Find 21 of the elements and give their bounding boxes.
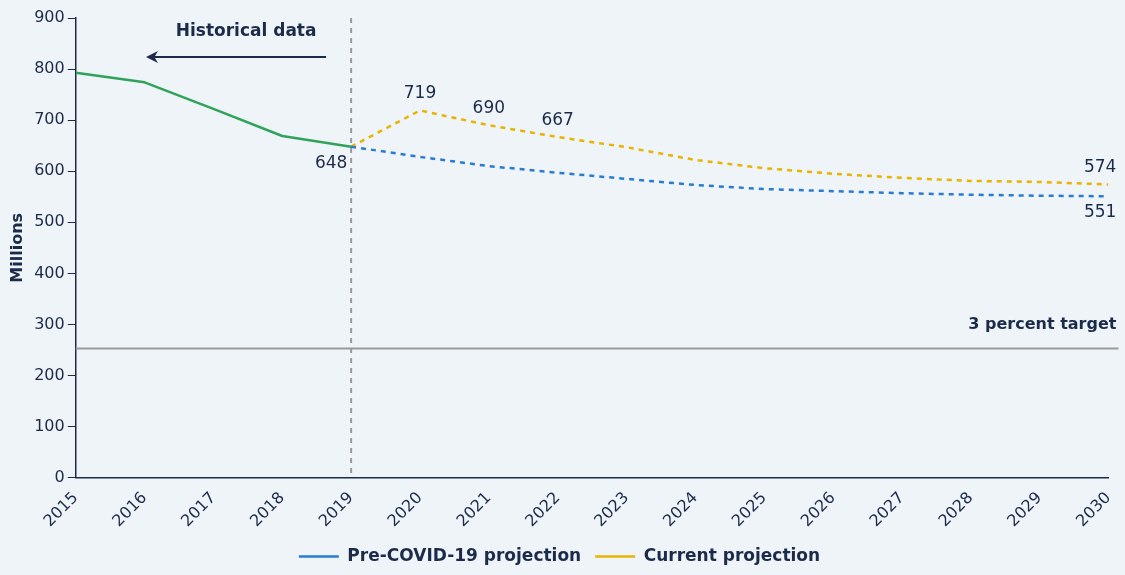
y-tick-label: 900 bbox=[34, 7, 65, 27]
y-tick-label: 700 bbox=[34, 109, 65, 129]
y-tick-label: 300 bbox=[34, 313, 65, 333]
y-tick-label: 500 bbox=[34, 211, 65, 231]
data-label: 719 bbox=[403, 82, 437, 103]
data-label: 551 bbox=[1083, 201, 1117, 222]
y-tick-label: 100 bbox=[34, 415, 65, 435]
legend-label: Pre-COVID-19 projection bbox=[347, 544, 582, 565]
legend-label: Current projection bbox=[643, 544, 821, 565]
data-label: 667 bbox=[541, 108, 574, 129]
data-label: 574 bbox=[1083, 156, 1117, 177]
y-axis-title: Millions bbox=[6, 212, 26, 283]
y-tick-label: 800 bbox=[34, 58, 65, 78]
y-tick-label: 200 bbox=[34, 364, 65, 384]
y-tick-label: 400 bbox=[34, 262, 65, 282]
annotation: Historical data bbox=[175, 20, 317, 41]
y-tick-label: 600 bbox=[34, 160, 65, 180]
y-tick-label: 0 bbox=[54, 466, 65, 486]
data-label: 690 bbox=[472, 97, 506, 118]
data-label: 648 bbox=[314, 151, 348, 172]
ref-line-label: 3 percent target bbox=[968, 313, 1117, 333]
